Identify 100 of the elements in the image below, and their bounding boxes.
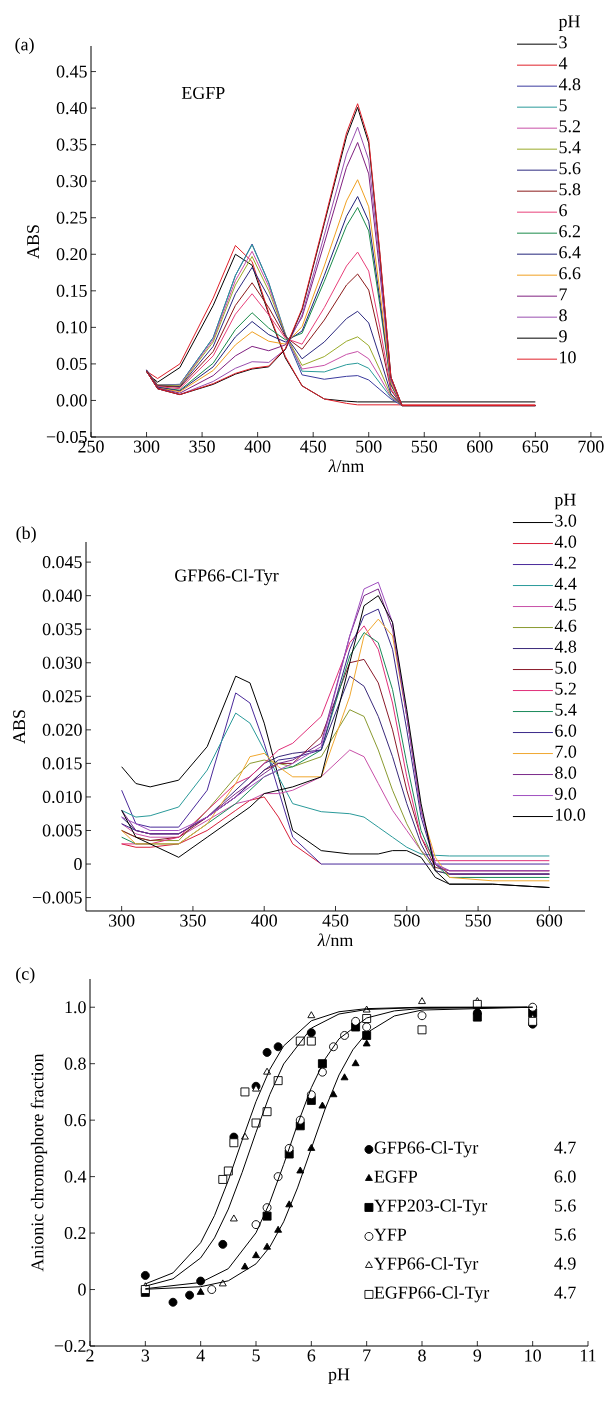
legend-label: 4.4 [554, 577, 577, 590]
legend-label: 9 [559, 330, 567, 343]
x-tick-label: 4 [196, 1349, 205, 1362]
legend-label: 3 [559, 36, 567, 49]
y-tick-label: 0.25 [56, 211, 87, 224]
x-tick-label: 400 [244, 440, 271, 453]
x-tick-label: 550 [411, 440, 438, 453]
legend-label: 6 [559, 204, 567, 217]
text: (a) [15, 37, 34, 55]
annotation: EGFP [181, 86, 225, 99]
y-tick-label: 0.040 [42, 589, 82, 602]
annotation: GFP66-Cl-Tyr [175, 568, 279, 586]
y-tick-label: 0.20 [56, 248, 87, 261]
y-tick-label: 0.35 [56, 138, 87, 151]
y-axis-title: Anionic chromophore fraction [30, 1053, 48, 1272]
x-tick-label: 10 [525, 1349, 541, 1362]
legend-label: 9.0 [555, 787, 577, 800]
x-tick-label: 5 [252, 1349, 260, 1362]
y-tick-label: 0.10 [56, 321, 87, 334]
y-tick-label: 0.45 [56, 65, 87, 78]
x-tick-label: 400 [251, 914, 277, 927]
x-tick-label: 350 [180, 914, 206, 927]
legend-label: 5.4 [559, 141, 581, 154]
legend-label: 4.2 [554, 556, 576, 569]
legend-label: 6.2 [559, 225, 580, 238]
text: (c) [16, 967, 35, 984]
y-tick-label: 0.030 [42, 656, 82, 669]
legend-label: EGFP [374, 1170, 418, 1183]
y-tick-label: 0.4 [64, 1170, 87, 1183]
y-axis-title: ABS [27, 225, 40, 259]
y-tick-label: 0.010 [42, 790, 82, 804]
y-tick-label: 0 [74, 857, 82, 871]
legend-label: 4.8 [554, 640, 577, 653]
legend-label: 4.8 [558, 78, 581, 91]
x-tick-label: 2 [86, 1349, 94, 1362]
legend-label: 8 [559, 309, 567, 322]
legend-label: EGFP66-Cl-Tyr [374, 1285, 490, 1303]
legend-label: 4 [558, 57, 568, 70]
x-tick-label: 550 [465, 914, 491, 927]
annotation: 5.6 [554, 1199, 576, 1212]
legend-label: 7 [559, 288, 567, 301]
x-tick-label: 8 [418, 1349, 426, 1362]
annotation: 4.7 [554, 1141, 576, 1154]
legend-label: 3.0 [555, 514, 577, 527]
x-tick-label: 600 [467, 440, 493, 453]
y-axis-title: ABS [13, 710, 26, 744]
x-axis-title: pH [328, 1368, 350, 1385]
x-tick-label: 450 [322, 914, 349, 927]
y-tick-label: 0.30 [56, 175, 87, 188]
y-tick-label: 0.00 [56, 394, 87, 407]
x-tick-label: 350 [189, 440, 215, 453]
legend-label: 5.2 [559, 120, 580, 133]
legend-label: 6.4 [559, 246, 581, 259]
legend-label: YFP66-Cl-Tyr [374, 1256, 479, 1274]
legend-label: 6.0 [555, 724, 577, 737]
y-tick-label: 0 [78, 1283, 86, 1296]
annotation: 4.9 [554, 1257, 576, 1270]
y-tick-label: 0.6 [64, 1114, 86, 1127]
legend-label: 7.0 [555, 745, 577, 758]
y-tick-label: 0.025 [42, 690, 82, 703]
x-tick-label: 9 [473, 1349, 482, 1362]
y-tick-label: 1.0 [65, 1001, 86, 1014]
y-tick-label: 0.8 [64, 1057, 86, 1070]
legend-label: 5.6 [559, 162, 581, 175]
legend-label: 4.6 [554, 619, 577, 632]
x-tick-label: 700 [578, 440, 604, 453]
annotation: 5.6 [554, 1228, 576, 1241]
legend-label: 5.8 [559, 183, 581, 196]
x-tick-label: 300 [109, 914, 135, 927]
legend-title: pH [558, 15, 580, 31]
x-tick-label: 600 [536, 914, 563, 927]
x-tick-label: 7 [363, 1349, 371, 1362]
x-tick-label: 11 [580, 1349, 596, 1362]
x-tick-label: 300 [133, 440, 160, 453]
y-tick-label: 0.020 [42, 723, 82, 736]
legend-label: 5.0 [555, 661, 577, 674]
y-tick-label: 0.045 [42, 556, 82, 569]
legend-label: YFP203-Cl-Tyr [374, 1198, 488, 1216]
legend-title: pH [554, 493, 576, 510]
x-tick-label: 6 [307, 1349, 316, 1362]
y-tick-label: −0.005 [32, 891, 82, 904]
x-axis-title: λ/nm [317, 933, 354, 947]
legend-label: 4.0 [554, 535, 577, 548]
x-axis-title: λ/nm [328, 459, 365, 473]
legend-label: 8.0 [555, 766, 577, 779]
legend-label: 4.5 [554, 598, 577, 611]
x-tick-label: 3 [141, 1349, 150, 1362]
legend-label: 5 [559, 99, 567, 112]
y-tick-label: 0.015 [42, 757, 82, 770]
y-tick-label: 0.15 [56, 284, 87, 297]
y-tick-label: 0.2 [64, 1226, 86, 1240]
y-tick-label: 0.005 [42, 824, 82, 837]
x-tick-label: 500 [394, 914, 420, 927]
annotation: 4.7 [554, 1286, 576, 1299]
x-tick-label: 500 [356, 440, 382, 453]
legend-label: 5.2 [555, 682, 576, 695]
y-tick-label: 0.05 [56, 357, 87, 370]
y-tick-label: −0.2 [54, 1339, 86, 1353]
text: (b) [16, 526, 36, 543]
annotation: 6.0 [554, 1170, 576, 1183]
